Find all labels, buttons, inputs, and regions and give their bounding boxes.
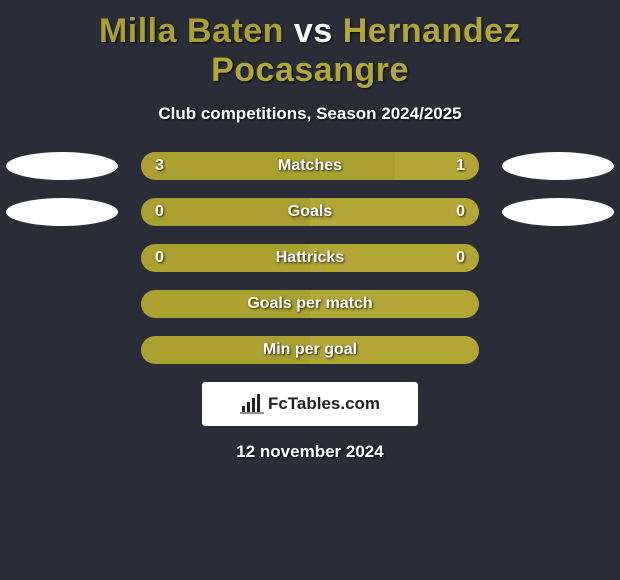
stat-label: Min per goal	[141, 336, 479, 364]
stat-bar: Goals per match	[141, 290, 479, 318]
vs-label: vs	[294, 12, 333, 50]
stat-value-left: 0	[155, 198, 164, 226]
stat-value-right: 1	[456, 152, 465, 180]
subtitle: Club competitions, Season 2024/2025	[0, 104, 620, 124]
stat-value-right: 0	[456, 198, 465, 226]
player1-name: Milla Baten	[99, 12, 284, 50]
date-label: 12 november 2024	[0, 442, 620, 462]
stats-rows: Matches31Goals00Hattricks00Goals per mat…	[0, 152, 620, 364]
stat-value-left: 3	[155, 152, 164, 180]
stat-label: Goals per match	[141, 290, 479, 318]
pill-right	[502, 152, 614, 180]
stat-bar: Min per goal	[141, 336, 479, 364]
stat-bar: Goals0 0	[141, 198, 479, 226]
stat-bar: Matches3 1	[141, 152, 479, 180]
stat-value-right: 0	[456, 244, 465, 272]
stat-row: Min per goal	[0, 336, 620, 364]
stat-row: Goals per match	[0, 290, 620, 318]
stat-label: Matches	[141, 152, 479, 180]
stat-row: Matches3 1	[0, 152, 620, 180]
stat-label: Goals	[141, 198, 479, 226]
stat-row: Hattricks0 0	[0, 244, 620, 272]
barchart-icon	[240, 394, 264, 414]
stat-value-left: 0	[155, 244, 164, 272]
page-title: Milla Baten vs Hernandez Pocasangre	[0, 0, 620, 96]
brand-box: FcTables.com	[202, 382, 418, 426]
stat-bar: Hattricks0 0	[141, 244, 479, 272]
brand-text: FcTables.com	[268, 394, 380, 414]
stat-label: Hattricks	[141, 244, 479, 272]
pill-left	[6, 198, 118, 226]
pill-left	[6, 152, 118, 180]
pill-right	[502, 198, 614, 226]
stat-row: Goals0 0	[0, 198, 620, 226]
